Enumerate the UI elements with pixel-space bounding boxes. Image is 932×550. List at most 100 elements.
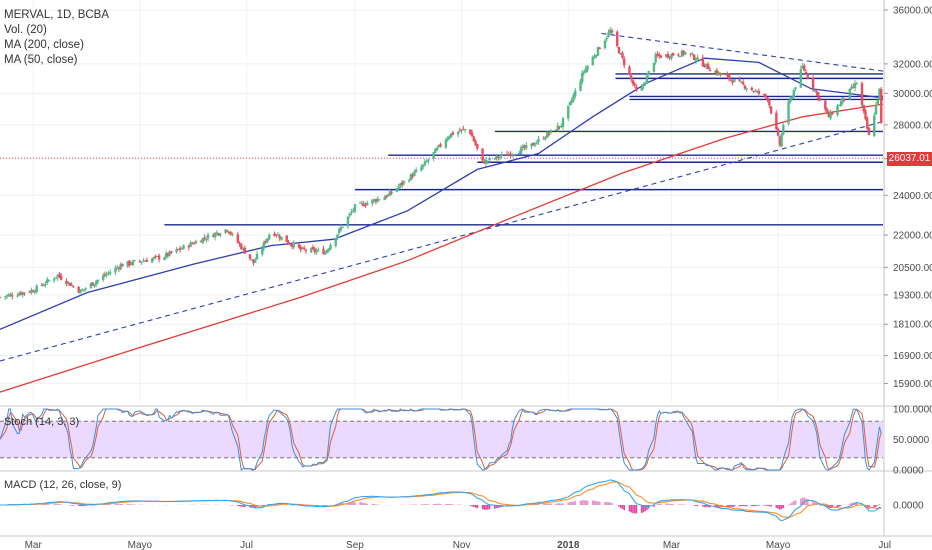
legend-symbol[interactable]: MERVAL, 1D, BCBA (4, 9, 110, 21)
candle-body (407, 180, 411, 182)
candle-body (206, 234, 210, 239)
candle-body (792, 89, 796, 98)
candle-body (766, 97, 769, 101)
candle-body (775, 112, 778, 130)
candle-body (596, 47, 600, 56)
candle-body (764, 94, 768, 98)
candle-body (852, 86, 855, 88)
candle-body (790, 96, 794, 99)
candle-body (58, 273, 61, 277)
candle-body (876, 99, 879, 105)
candle-body (497, 156, 500, 158)
candle-body (199, 241, 203, 243)
candle-body (505, 153, 509, 156)
candle-body (670, 54, 673, 59)
candle-body (544, 137, 547, 139)
macd-label[interactable]: MACD (12, 26, close, 9) (4, 479, 122, 491)
candle-body (115, 267, 119, 269)
candle-body (533, 144, 537, 146)
candle-body (733, 79, 736, 82)
stoch-label[interactable]: Stoch (14, 3, 3) (4, 416, 80, 428)
candle-body (811, 77, 815, 89)
candle-body (285, 235, 288, 243)
candle-body (878, 88, 881, 99)
candle-body (413, 171, 416, 176)
price-tick-label: 22000.00 (893, 231, 932, 242)
candle-body (867, 127, 871, 135)
candle-body (327, 248, 330, 252)
candle-body (486, 160, 490, 162)
candle-body (32, 290, 35, 293)
candle-body (103, 274, 107, 276)
candle-body (178, 248, 182, 250)
candle-body (518, 152, 521, 155)
candle-body (572, 95, 575, 101)
candle-body (829, 111, 832, 119)
time-tick-label: Jul (240, 540, 253, 550)
legend-ma50[interactable]: MA (50, close) (4, 54, 78, 66)
candle-body (93, 283, 96, 287)
candle-body (500, 153, 504, 156)
candle-body (537, 138, 540, 142)
candle-body (678, 56, 682, 58)
price-tick-label: 24000.00 (893, 191, 932, 202)
legend-volume[interactable]: Vol. (20) (4, 24, 47, 36)
candle-body (54, 277, 58, 279)
candle-body (18, 293, 21, 296)
candle-body (495, 155, 498, 159)
candle-body (7, 294, 10, 297)
candle-body (642, 84, 645, 87)
candle-body (432, 152, 435, 159)
candle-body (776, 128, 780, 136)
candle-body (850, 86, 853, 89)
price-tick-label: 36000.00 (893, 6, 932, 17)
candle-body (212, 235, 215, 238)
candle-body (470, 132, 474, 137)
candle-body (180, 248, 184, 250)
candle-body (194, 241, 198, 244)
candle-body (824, 100, 827, 110)
candle-body (782, 124, 785, 135)
candle-body (689, 53, 692, 55)
candle-body (659, 55, 663, 58)
candle-body (654, 54, 657, 63)
candle-body (558, 126, 561, 128)
candle-body (203, 237, 206, 239)
candle-body (243, 247, 246, 254)
candle-body (713, 71, 717, 73)
candle-body (692, 54, 696, 60)
candle-body (757, 91, 761, 94)
candle-body (696, 57, 699, 60)
legend-ma200[interactable]: MA (200, close) (4, 39, 84, 51)
candle-body (864, 110, 867, 119)
candle-body (570, 99, 573, 103)
candle-body (671, 53, 675, 56)
candle-body (619, 53, 622, 55)
candle-body (481, 148, 484, 161)
candle-body (421, 164, 425, 167)
candle-body (831, 112, 834, 115)
candle-body (101, 275, 105, 280)
candle-body (542, 138, 545, 140)
candle-body (192, 243, 196, 245)
candle-body (740, 81, 743, 83)
candle-body (727, 74, 731, 80)
candle-body (607, 32, 610, 37)
candle-body (390, 192, 393, 194)
candle-body (719, 72, 722, 75)
candle-body (224, 229, 227, 233)
candle-body (549, 129, 552, 133)
candle-body (360, 202, 364, 204)
candle-body (5, 295, 9, 297)
candle-body (519, 147, 523, 155)
candle-body (275, 234, 278, 236)
candle-body (292, 242, 295, 248)
candle-body (427, 159, 430, 162)
candle-body (156, 256, 159, 258)
candle-body (582, 71, 586, 73)
candle-body (324, 252, 327, 255)
candle-body (317, 249, 320, 251)
candle-body (633, 83, 636, 86)
candle-body (240, 244, 243, 250)
price-tick-label: 20500.00 (893, 263, 932, 274)
